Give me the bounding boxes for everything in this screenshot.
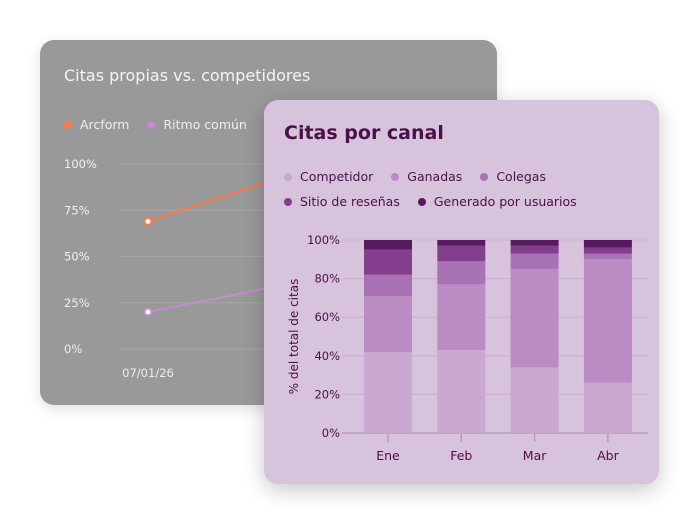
legend-dot-icon	[391, 172, 400, 181]
x-tick-label: Abr	[597, 448, 619, 463]
y-tick-label: 60%	[314, 310, 340, 324]
x-tick-label: Feb	[450, 448, 472, 463]
legend-label: Competidor	[300, 169, 374, 184]
line-chart-title: Citas propias vs. competidores	[64, 66, 311, 85]
bar-segment	[510, 245, 559, 254]
bar-segment	[583, 253, 632, 260]
bar-segment	[364, 274, 412, 296]
y-tick-label: 20%	[314, 387, 340, 401]
line-chart-legend: Arcform Ritmo común	[64, 117, 247, 132]
legend-label: Arcform	[80, 117, 130, 132]
x-tick-label: 07/01/26	[122, 366, 174, 380]
bar-segment	[364, 240, 412, 250]
bar-segment	[583, 382, 632, 433]
bar-segment	[510, 367, 559, 433]
x-tick-label: Ene	[376, 448, 400, 463]
bar-segment	[437, 261, 486, 285]
bar-segment	[364, 351, 412, 433]
y-tick-label: 0%	[322, 426, 340, 440]
data-point	[143, 216, 153, 226]
legend-item: Sitio de reseñas	[284, 194, 400, 209]
legend-item: Colegas	[480, 169, 546, 184]
bar-segment	[437, 240, 486, 246]
data-point	[143, 307, 153, 317]
y-axis-label: % del total de citas	[287, 279, 301, 395]
legend-item: Ganadas	[391, 169, 462, 184]
bar-segment	[437, 284, 486, 351]
legend-label: Generado por usuarios	[433, 194, 577, 209]
legend-item: Ritmo común	[147, 117, 247, 132]
bar-segment	[364, 249, 412, 275]
bar-segment	[437, 350, 486, 433]
legend-label: Ganadas	[407, 169, 463, 184]
bar-segment	[583, 240, 632, 248]
y-tick-label: 40%	[314, 349, 340, 363]
y-tick-label: 25%	[64, 296, 90, 310]
bar-segment	[364, 295, 412, 352]
bar-segment	[437, 245, 486, 262]
y-tick-label: 50%	[64, 250, 90, 264]
legend-dot-icon	[284, 172, 292, 181]
legend-dot-icon	[417, 197, 426, 206]
bar-segment	[510, 268, 559, 368]
legend-dot-icon	[64, 120, 72, 129]
bar-segment	[583, 247, 632, 254]
bar-chart-plot: 100% 80% 60% 40% 20% 0% % del total de citas En…	[287, 233, 648, 463]
y-tick-label: 75%	[64, 203, 90, 217]
legend-item: Generado por usuarios	[417, 194, 577, 209]
legend-item: Arcform	[64, 117, 129, 132]
bar-segment	[583, 259, 632, 383]
bar-chart-title: Citas por canal	[284, 122, 444, 144]
legend-dot-icon	[147, 120, 156, 129]
y-tick-label: 100%	[64, 157, 97, 171]
legend-label: Colegas	[496, 169, 546, 184]
legend-item: Competidor	[284, 169, 373, 184]
legend-label: Ritmo común	[163, 117, 247, 132]
legend-dot-icon	[284, 197, 292, 206]
x-tick-label: Mar	[523, 448, 547, 463]
legend-label: Sitio de reseñas	[300, 194, 400, 209]
bar-segment	[510, 253, 559, 269]
legend-dot-icon	[480, 172, 489, 181]
y-tick-label: 0%	[64, 342, 82, 356]
y-tick-label: 80%	[314, 272, 340, 286]
bar-chart-legend: Competidor Ganadas Colegas Sitio de reseñas…	[284, 169, 644, 209]
y-tick-label: 100%	[307, 233, 340, 247]
bar-segment	[510, 240, 559, 246]
bar-chart-card: Citas por canal Competidor Ganadas Colegas…	[264, 100, 659, 484]
